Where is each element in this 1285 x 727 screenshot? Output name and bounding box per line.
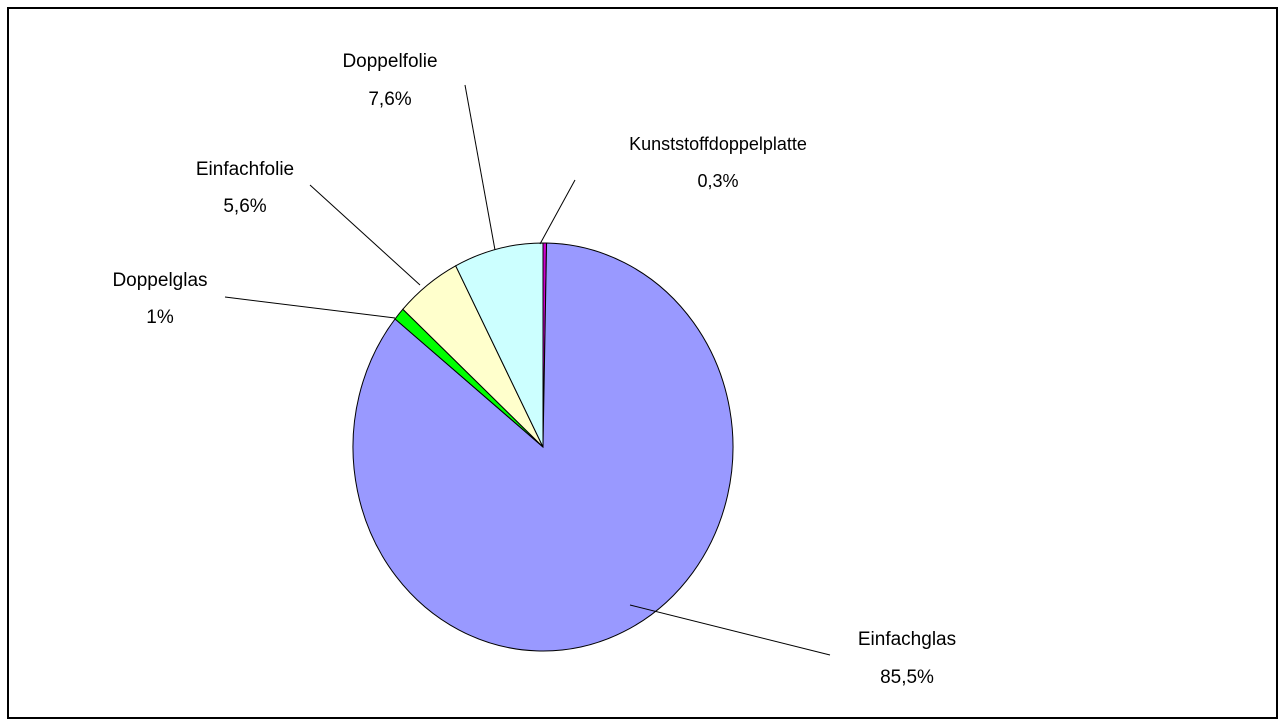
pie-slice	[455, 242, 544, 448]
slice-label: Einfachfolie	[196, 159, 294, 180]
slice-label: Doppelfolie	[342, 51, 437, 72]
leader-line	[539, 179, 576, 245]
slice-value-label: 1%	[146, 307, 174, 328]
slice-value-label: 5,6%	[223, 196, 266, 217]
slice-value-label: 85,5%	[880, 667, 934, 688]
leader-line	[464, 84, 496, 251]
leader-line	[309, 184, 421, 286]
slice-value-label: 0,3%	[697, 171, 738, 191]
slice-value-label: 7,6%	[368, 89, 411, 110]
leader-line	[224, 296, 396, 319]
slice-label: Einfachglas	[858, 629, 956, 650]
slice-label: Kunststoffdoppelplatte	[629, 134, 807, 154]
slice-label: Doppelglas	[112, 270, 207, 291]
leader-line	[629, 604, 831, 656]
